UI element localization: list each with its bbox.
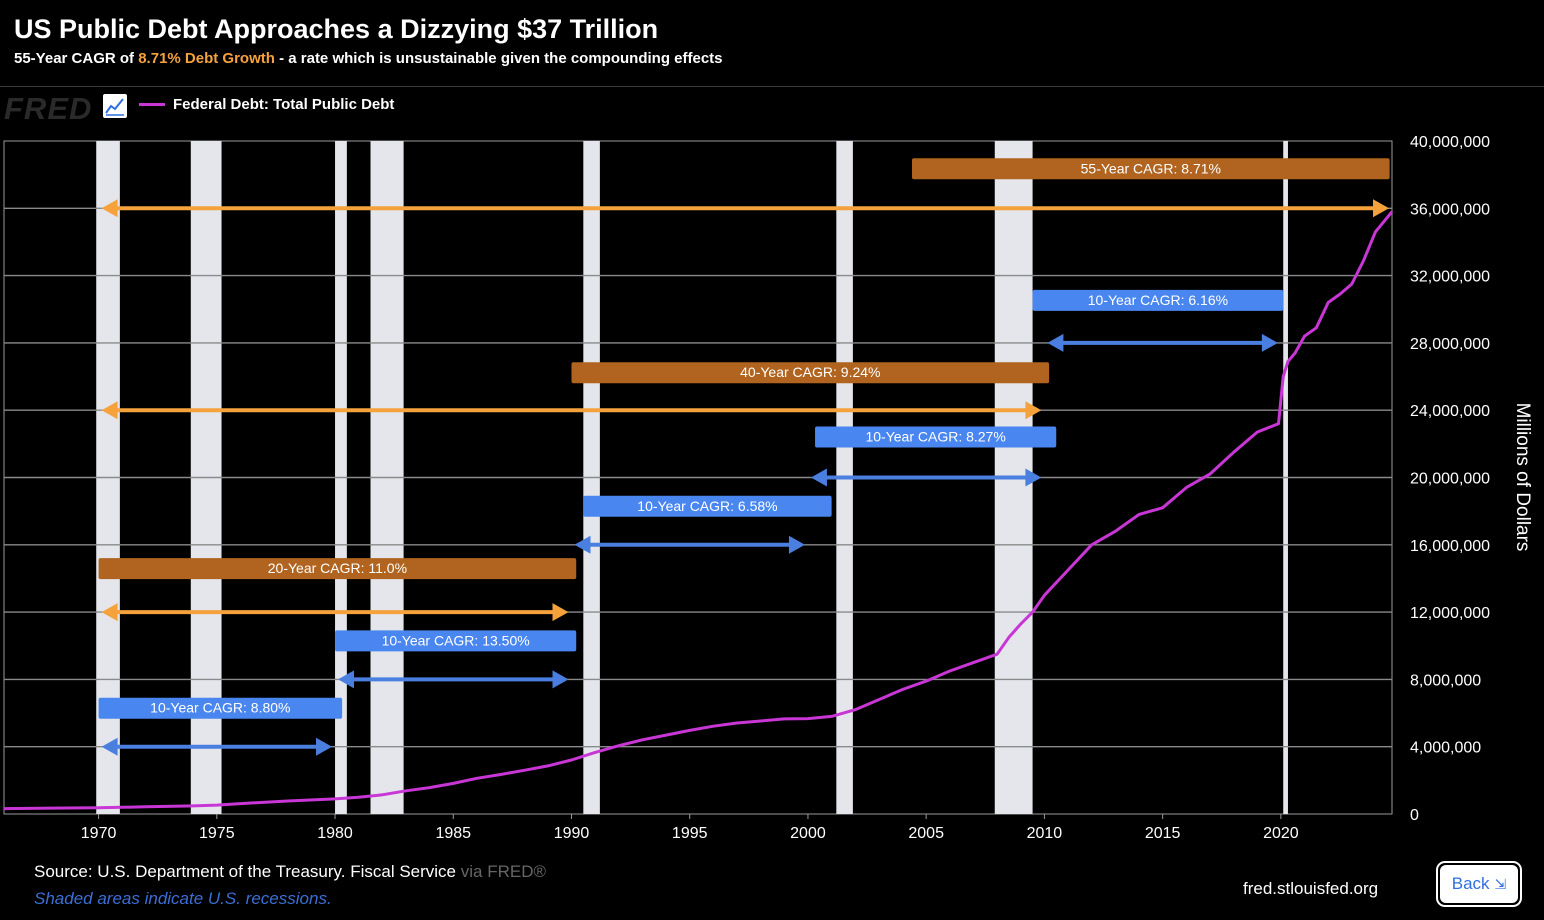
line-chart-icon [103,94,127,118]
subtitle-highlight: 8.71% Debt Growth [138,50,275,67]
annotation-box [583,495,832,517]
arrow-head [1373,199,1389,218]
subtitle-suffix: - a rate which is unsustainable given th… [274,50,723,67]
y-tick-label: 12,000,000 [1410,605,1490,622]
page-title: US Public Debt Approaches a Dizzying $37… [14,14,659,44]
x-tick-label: 2010 [1027,825,1063,842]
y-tick-label: 20,000,000 [1410,471,1490,488]
arrow-head [101,603,118,622]
annotation-label: 10-Year CAGR: 13.50% [382,632,530,648]
back-label: Back [1451,874,1490,893]
annotation-label: 10-Year CAGR: 6.16% [1088,292,1228,308]
arrow-head [810,468,827,487]
arrow-head [101,737,118,756]
annotation-box [98,558,577,580]
x-tick-label: 1970 [81,825,117,842]
annotation-box [1032,289,1284,311]
source-text: Source: U.S. Department of the Treasury.… [34,862,546,882]
annotation-box [98,697,343,719]
annotation-label: 40-Year CAGR: 9.24% [740,364,880,380]
x-tick-label: 2000 [790,825,826,842]
legend-swatch [139,103,165,106]
y-tick-label: 40,000,000 [1410,134,1490,151]
y-tick-label: 32,000,000 [1410,269,1490,286]
site-url[interactable]: fred.stlouisfed.org [1243,879,1379,898]
y-tick-label: 16,000,000 [1410,538,1490,555]
x-tick-label: 1985 [435,825,471,842]
annotation-label: 10-Year CAGR: 6.58% [637,498,777,514]
arrow-head [1261,333,1278,352]
recession-note: Shaded areas indicate U.S. recessions. [34,889,332,908]
y-axis-label: Millions of Dollars [1512,403,1533,552]
arrow-head [552,603,569,622]
annotation-label: 20-Year CAGR: 11.0% [268,560,407,576]
y-tick-label: 8,000,000 [1410,672,1481,689]
annotation-box [911,158,1390,180]
arrow-head [574,535,591,554]
annotation-label: 10-Year CAGR: 8.80% [150,700,290,716]
y-tick-label: 4,000,000 [1410,740,1481,757]
annotation-box [815,426,1057,448]
series-line [3,210,1394,811]
arrow-head [101,199,118,218]
x-tick-label: 1995 [672,825,708,842]
x-tick-label: 2005 [908,825,944,842]
x-tick-label: 2020 [1263,825,1299,842]
back-button-inner[interactable]: Back ⇲ [1440,865,1518,903]
collapse-icon: ⇲ [1494,875,1507,892]
chart-legend: Federal Debt: Total Public Debt [139,96,394,113]
arrow-head [338,670,355,689]
subtitle-prefix: 55-Year CAGR of [14,50,139,67]
y-tick-label: 0 [1410,807,1419,824]
x-tick-label: 1975 [199,825,235,842]
arrow-head [788,535,805,554]
source-label: Source: U.S. Department of the Treasury.… [34,862,457,881]
y-tick-label: 28,000,000 [1410,336,1490,353]
arrow-head [1047,333,1064,352]
via-fred-label: via FRED® [456,862,546,881]
arrow-head [316,737,333,756]
x-tick-label: 1980 [317,825,353,842]
arrow-head [1025,468,1042,487]
page-subtitle: 55-Year CAGR of 8.71% Debt Growth - a ra… [14,50,723,67]
annotation-box [335,630,577,652]
arrow-head [101,401,118,420]
annotation-box [571,362,1050,384]
annotation-label: 55-Year CAGR: 8.71% [1081,160,1221,176]
y-tick-label: 24,000,000 [1410,403,1490,420]
y-tick-label: 36,000,000 [1410,201,1490,218]
header-divider [0,86,1544,87]
line-chart-icon-graphic [105,98,124,116]
fred-logo: FRED [4,91,93,126]
x-tick-label: 1990 [554,825,590,842]
arrow-head [552,670,569,689]
arrow-head [1025,401,1042,420]
legend-label: Federal Debt: Total Public Debt [173,96,395,113]
x-tick-label: 2015 [1145,825,1181,842]
annotation-label: 10-Year CAGR: 8.27% [865,429,1005,445]
back-button[interactable]: Back ⇲ [1436,861,1522,907]
